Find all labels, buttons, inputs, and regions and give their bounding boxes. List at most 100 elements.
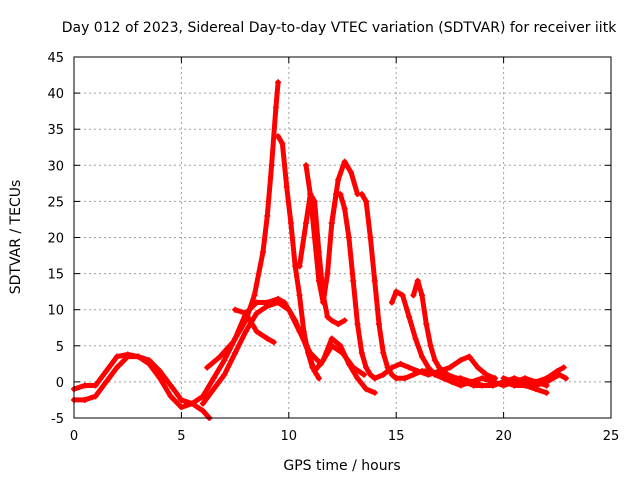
data-point [113, 364, 120, 371]
data-point [436, 364, 443, 371]
data-point [425, 364, 432, 371]
data-point [500, 375, 507, 382]
data-point [199, 407, 206, 414]
data-point [350, 277, 357, 284]
x-tick-label: 25 [603, 429, 620, 444]
data-point [339, 350, 346, 357]
data-point [466, 353, 473, 360]
data-point [335, 176, 342, 183]
data-point [418, 353, 425, 360]
data-point [363, 198, 370, 205]
data-point [393, 375, 400, 382]
data-point [412, 335, 419, 342]
data-point [204, 364, 211, 371]
data-point [229, 339, 236, 346]
data-point [406, 313, 413, 320]
data-point [337, 191, 344, 198]
data-point [302, 162, 309, 169]
data-point [337, 342, 344, 349]
ticks [73, 56, 612, 419]
data-point [275, 133, 282, 140]
data-point [302, 220, 309, 227]
data-point [380, 350, 387, 357]
data-point [388, 299, 395, 306]
data-point [253, 328, 260, 335]
y-tick-label: 30 [47, 159, 64, 174]
data-point [556, 371, 563, 378]
data-point [431, 357, 438, 364]
chart-title: Day 012 of 2023, Sidereal Day-to-day VTE… [62, 20, 617, 36]
data-point [367, 234, 374, 241]
data-point [461, 378, 468, 385]
data-point [483, 371, 490, 378]
data-point [264, 212, 271, 219]
data-point [522, 382, 529, 389]
data-point [324, 313, 331, 320]
data-point [550, 375, 557, 382]
data-point [242, 328, 249, 335]
y-tick-label: 15 [47, 268, 64, 283]
data-point [532, 382, 539, 389]
data-point [384, 364, 391, 371]
data-point [113, 353, 120, 360]
data-point [217, 353, 224, 360]
data-point [449, 378, 456, 385]
data-point [309, 364, 316, 371]
data-point [453, 375, 460, 382]
data-point [296, 328, 303, 335]
data-point [287, 220, 294, 227]
data-point [296, 292, 303, 299]
y-tick-label: 5 [56, 340, 64, 355]
data-point [167, 382, 174, 389]
data-point [348, 169, 355, 176]
data-point [178, 404, 185, 411]
data-point [221, 371, 228, 378]
data-point [283, 183, 290, 190]
data-point [189, 400, 196, 407]
data-point [401, 375, 408, 382]
data-point [410, 292, 417, 299]
data-point [315, 375, 322, 382]
data-point [479, 382, 486, 389]
data-point [406, 364, 413, 371]
data-point [393, 288, 400, 295]
data-point [444, 371, 451, 378]
y-tick-label: 0 [56, 376, 64, 391]
data-point [124, 353, 131, 360]
data-point [418, 292, 425, 299]
data-point [341, 158, 348, 165]
x-tick-label: 20 [495, 429, 512, 444]
data-point [328, 317, 335, 324]
data-point [275, 79, 282, 86]
data-point [81, 382, 88, 389]
data-point [307, 350, 314, 357]
x-axis-label: GPS time / hours [283, 458, 400, 474]
series-track-6 [328, 191, 499, 382]
data-point [397, 360, 404, 367]
data-point [318, 360, 325, 367]
data-point [363, 386, 370, 393]
data-point [232, 306, 239, 313]
data-point [457, 382, 464, 389]
data-point [431, 371, 438, 378]
data-point [560, 364, 567, 371]
data-point [388, 371, 395, 378]
data-point [360, 371, 367, 378]
data-point [511, 378, 518, 385]
data-point [354, 375, 361, 382]
data-point [92, 382, 99, 389]
x-tick-label: 10 [281, 429, 298, 444]
data-point [146, 357, 153, 364]
data-point [285, 306, 292, 313]
data-point [320, 299, 327, 306]
series-line [329, 191, 498, 381]
series-track-13 [500, 371, 569, 389]
y-tick-label: 25 [47, 195, 64, 210]
series-track-12 [232, 306, 277, 346]
data-point [232, 350, 239, 357]
data-point [253, 310, 260, 317]
data-point [440, 375, 447, 382]
data-point [156, 368, 163, 375]
series-track-2 [204, 79, 282, 371]
data-point [260, 248, 267, 255]
